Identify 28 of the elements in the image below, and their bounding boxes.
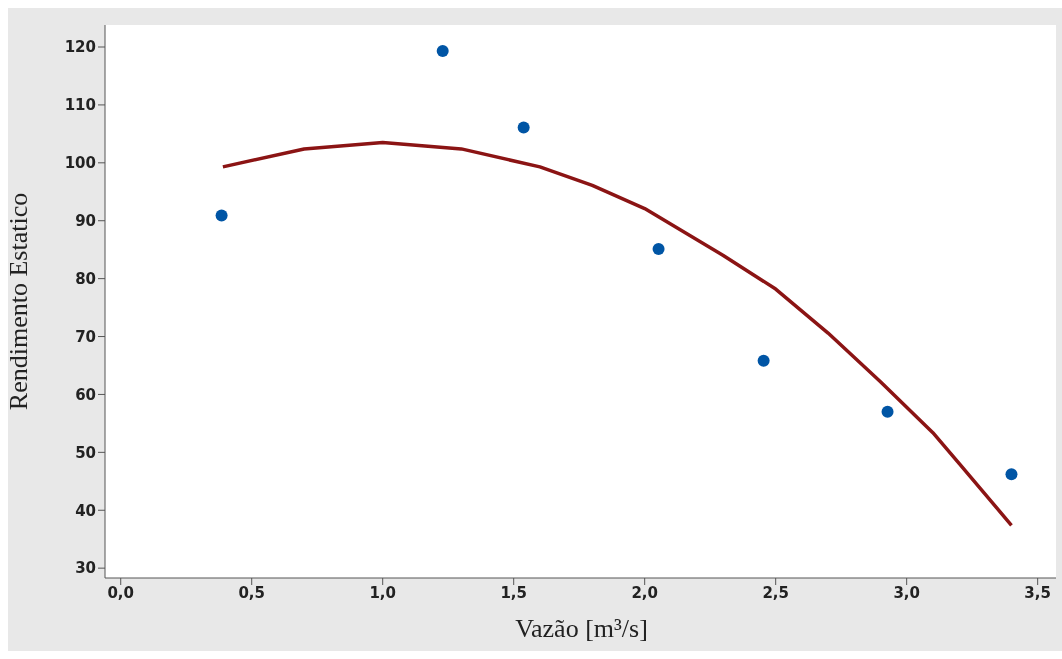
y-tick-label: 90 [75,212,96,231]
x-tick-label: 3,5 [1024,583,1051,602]
y-tick-label: 80 [75,269,96,288]
line-series [221,140,1014,528]
y-tick-label: 50 [75,443,96,462]
y-tick-label: 60 [75,385,96,404]
y-tick-label: 120 [64,38,96,57]
point [881,405,894,418]
point [1005,468,1018,481]
point [517,121,530,134]
x-tick-label: 2,5 [762,583,789,602]
point [436,45,449,58]
x-tick-label: 2,0 [631,583,658,602]
point [757,354,770,367]
x-tick-label: 1,5 [500,583,527,602]
y-tick-label: 100 [64,154,96,173]
y-tick-label: 70 [75,327,96,346]
y-axis-title: Rendimento Estatico [4,192,34,411]
y-tick-label: 30 [75,559,96,578]
x-tick-label: 0,0 [107,583,135,602]
x-tick-label: 3,0 [893,583,920,602]
point [215,209,228,222]
x-axis-title: Vazão [m³/s] [514,614,649,644]
point [652,243,665,256]
x-tick-label: 0,5 [238,583,265,602]
y-tick-label: 110 [64,96,96,115]
x-tick-label: 1,0 [369,583,396,602]
y-tick-label: 40 [75,501,96,520]
